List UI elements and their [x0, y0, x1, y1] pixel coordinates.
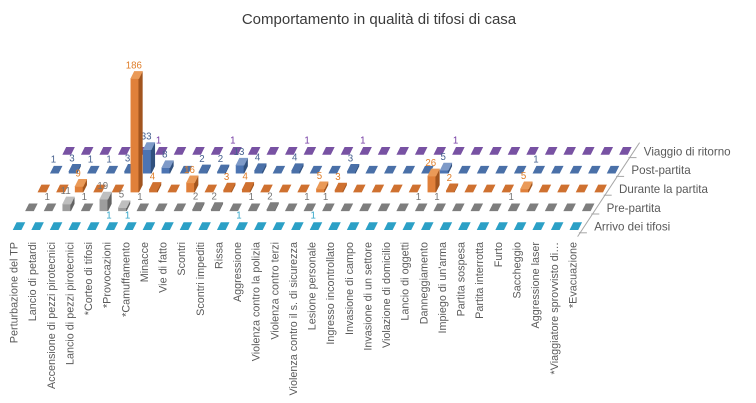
svg-text:Accensione di pezzi pirotecnic: Accensione di pezzi pirotecnici — [46, 242, 58, 389]
svg-text:Ingresso incontrollato: Ingresso incontrollato — [325, 242, 337, 345]
svg-text:Post-partita: Post-partita — [631, 164, 691, 177]
svg-text:2: 2 — [218, 154, 223, 165]
svg-text:Impiego di un'arma: Impiego di un'arma — [437, 242, 449, 333]
svg-text:Violenza contro terzi: Violenza contro terzi — [269, 242, 281, 340]
svg-text:1: 1 — [533, 154, 538, 165]
svg-text:2: 2 — [447, 173, 452, 184]
svg-text:5: 5 — [317, 171, 322, 182]
svg-text:8: 8 — [162, 150, 167, 161]
svg-text:Scontri impediti: Scontri impediti — [195, 242, 207, 316]
svg-text:Comportamento in qualità di ti: Comportamento in qualità di tifosi di ca… — [242, 11, 517, 28]
svg-text:1: 1 — [82, 192, 87, 203]
svg-text:Partita interrotta: Partita interrotta — [474, 242, 486, 319]
svg-text:1: 1 — [509, 192, 514, 203]
svg-text:4: 4 — [255, 153, 261, 164]
svg-text:1: 1 — [88, 154, 93, 165]
svg-text:Aggressione laser: Aggressione laser — [530, 242, 542, 329]
svg-text:3: 3 — [348, 153, 353, 164]
svg-text:3: 3 — [125, 153, 130, 164]
svg-text:Perturbazione del TP: Perturbazione del TP — [9, 242, 21, 343]
svg-text:2: 2 — [267, 192, 272, 203]
svg-text:1: 1 — [360, 136, 365, 147]
svg-text:1: 1 — [311, 211, 316, 222]
svg-text:Saccheggio: Saccheggio — [512, 242, 524, 298]
svg-text:*Corteo di tifosi: *Corteo di tifosi — [83, 242, 95, 315]
svg-text:186: 186 — [126, 61, 142, 72]
svg-text:Invasione di campo: Invasione di campo — [344, 242, 356, 335]
svg-text:1: 1 — [323, 192, 328, 203]
svg-text:Lesione personale: Lesione personale — [307, 242, 319, 330]
svg-text:1: 1 — [453, 136, 458, 147]
svg-text:*Viaggiatore sprovvisto di…: *Viaggiatore sprovvisto di… — [549, 242, 561, 374]
svg-text:*Evacuazione: *Evacuazione — [567, 242, 579, 308]
svg-text:11: 11 — [61, 186, 71, 197]
svg-text:5: 5 — [521, 171, 526, 182]
svg-text:2: 2 — [212, 192, 217, 203]
svg-text:2: 2 — [193, 192, 198, 203]
svg-text:1: 1 — [137, 192, 142, 203]
svg-text:4: 4 — [292, 153, 298, 164]
svg-text:26: 26 — [425, 158, 436, 169]
svg-text:9: 9 — [75, 168, 80, 179]
svg-text:1: 1 — [304, 192, 309, 203]
svg-text:1: 1 — [434, 192, 439, 203]
svg-text:4: 4 — [243, 172, 249, 183]
svg-text:Violenza contro il s. di sicur: Violenza contro il s. di sicurezza — [288, 242, 300, 395]
svg-text:1: 1 — [45, 192, 50, 203]
svg-text:33: 33 — [141, 132, 152, 143]
svg-text:1: 1 — [156, 136, 161, 147]
svg-text:1: 1 — [125, 211, 130, 222]
svg-text:19: 19 — [97, 181, 108, 192]
svg-text:Vie di fatto: Vie di fatto — [158, 242, 170, 293]
svg-text:1: 1 — [236, 211, 241, 222]
svg-text:Minacce: Minacce — [139, 242, 151, 282]
svg-text:1: 1 — [249, 192, 254, 203]
svg-text:3: 3 — [69, 153, 74, 164]
svg-text:5: 5 — [441, 152, 446, 163]
svg-text:4: 4 — [150, 172, 156, 183]
svg-text:Danneggiamento: Danneggiamento — [418, 242, 430, 324]
svg-text:13: 13 — [234, 147, 245, 158]
svg-text:*Camuffamento: *Camuffamento — [120, 242, 132, 317]
svg-text:Arrivo dei tifosi: Arrivo dei tifosi — [594, 221, 670, 234]
svg-text:5: 5 — [119, 190, 124, 201]
svg-text:3: 3 — [335, 172, 340, 183]
svg-text:1: 1 — [416, 192, 421, 203]
svg-text:16: 16 — [184, 165, 195, 176]
svg-text:*Provocazioni: *Provocazioni — [102, 242, 114, 308]
svg-text:1: 1 — [106, 211, 111, 222]
svg-text:1: 1 — [51, 154, 56, 165]
svg-text:1: 1 — [304, 136, 309, 147]
svg-text:Pre-partita: Pre-partita — [607, 202, 662, 215]
svg-text:Durante la partita: Durante la partita — [619, 183, 708, 196]
svg-text:Scontri: Scontri — [176, 242, 188, 276]
svg-text:1: 1 — [106, 154, 111, 165]
svg-text:2: 2 — [199, 154, 204, 165]
svg-text:Violenza contro la polizia: Violenza contro la polizia — [251, 242, 263, 361]
svg-text:Violazione di domicilio: Violazione di domicilio — [381, 242, 393, 348]
svg-text:Lancio di oggetti: Lancio di oggetti — [400, 242, 412, 321]
svg-text:Lancio di pezzi pirotecnici: Lancio di pezzi pirotecnici — [64, 242, 76, 365]
svg-text:Partita sospesa: Partita sospesa — [456, 242, 468, 316]
svg-text:Aggressione: Aggressione — [232, 242, 244, 302]
svg-text:Rissa: Rissa — [213, 242, 225, 269]
svg-text:1: 1 — [230, 136, 235, 147]
svg-text:3: 3 — [224, 172, 229, 183]
svg-text:Invasione di un settore: Invasione di un settore — [363, 242, 375, 351]
svg-text:Lancio di petardi: Lancio di petardi — [27, 242, 39, 321]
svg-text:Viaggio di ritorno: Viaggio di ritorno — [644, 145, 731, 158]
svg-text:Furto: Furto — [493, 242, 505, 267]
